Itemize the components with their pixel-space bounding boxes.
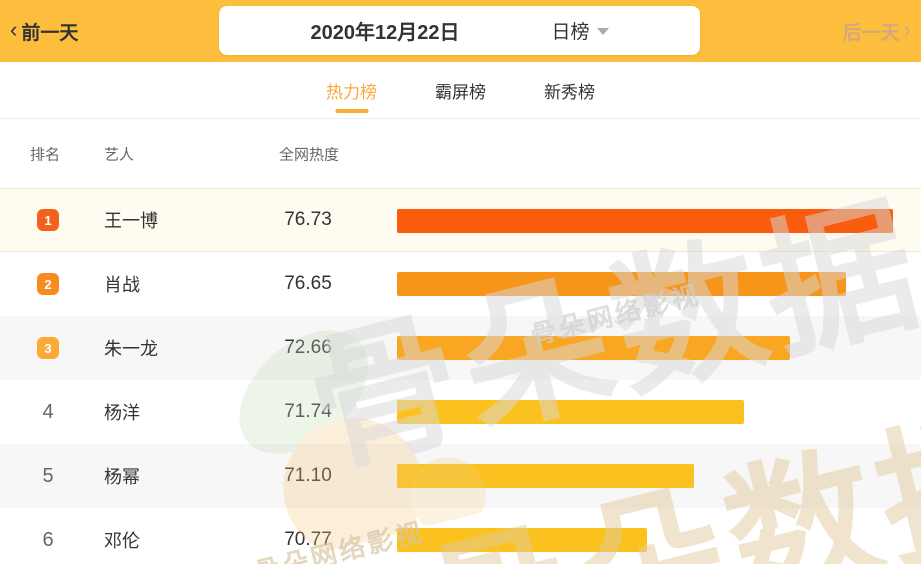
heat-value: 76.65: [284, 273, 332, 294]
heat-value: 71.74: [284, 401, 332, 422]
table-row[interactable]: 2 肖战 76.65: [0, 252, 921, 316]
table-row[interactable]: 3 朱一龙 72.66: [0, 316, 921, 380]
heat-bar: [397, 272, 846, 296]
heat-bar: [397, 209, 893, 233]
heat-bar: [397, 528, 647, 552]
heat-bar: [397, 336, 790, 360]
ranking-tabs: 热力榜 霸屏榜 新秀榜: [0, 62, 921, 119]
rank-badge: 3: [37, 337, 59, 359]
table-row[interactable]: 6 邓伦 70.77: [0, 508, 921, 564]
table-row[interactable]: 1 王一博 76.73: [0, 188, 921, 252]
previous-day-label: 前一天: [21, 22, 79, 44]
artist-name: 王一博: [104, 211, 158, 231]
active-tab-underline: [335, 109, 368, 113]
rank-badge: 1: [37, 209, 59, 231]
rank-number: 5: [42, 464, 54, 487]
table-row[interactable]: 4 杨洋 71.74: [0, 380, 921, 444]
heat-value: 76.73: [284, 209, 332, 230]
date-navigation-bar: ‹ 前一天 2020年12月22日 日榜 后一天 ›: [0, 0, 921, 62]
tab-label: 霸屏榜: [435, 82, 486, 102]
heat-bar: [397, 400, 744, 424]
next-day-label: 后一天: [842, 22, 900, 44]
next-day-button[interactable]: 后一天 ›: [843, 0, 911, 62]
tab-rising-star[interactable]: 新秀榜: [538, 62, 601, 118]
tab-hot-ranking[interactable]: 热力榜: [320, 62, 383, 118]
rank-number: 6: [42, 528, 54, 551]
chevron-left-icon: ‹: [10, 17, 18, 42]
tab-screen-domination[interactable]: 霸屏榜: [429, 62, 492, 118]
artist-name: 邓伦: [104, 531, 140, 551]
artist-name: 肖战: [104, 275, 140, 295]
previous-day-button[interactable]: ‹ 前一天: [10, 0, 78, 62]
table-header: 排名 艺人 全网热度: [0, 119, 921, 188]
heat-value: 71.10: [284, 465, 332, 486]
date-selector-box[interactable]: 2020年12月22日 日榜: [219, 6, 700, 55]
heat-value: 72.66: [284, 337, 332, 358]
chevron-down-icon: [596, 28, 609, 35]
tab-label: 新秀榜: [544, 82, 595, 102]
period-dropdown[interactable]: 日榜: [551, 17, 609, 44]
rank-number: 4: [42, 400, 54, 423]
column-header-artist: 艺人: [104, 146, 135, 163]
period-label: 日榜: [551, 22, 590, 43]
rank-badge: 2: [37, 273, 59, 295]
tab-label: 热力榜: [326, 82, 377, 102]
chevron-right-icon: ›: [903, 17, 911, 42]
artist-name: 杨幂: [104, 467, 140, 487]
heat-value: 70.77: [284, 529, 332, 550]
artist-name: 杨洋: [104, 403, 140, 423]
column-header-heat: 全网热度: [279, 146, 340, 163]
column-header-rank: 排名: [30, 146, 61, 163]
artist-name: 朱一龙: [104, 339, 158, 359]
table-row[interactable]: 5 杨幂 71.10: [0, 444, 921, 508]
current-date: 2020年12月22日: [310, 22, 460, 44]
heat-bar: [397, 464, 694, 488]
